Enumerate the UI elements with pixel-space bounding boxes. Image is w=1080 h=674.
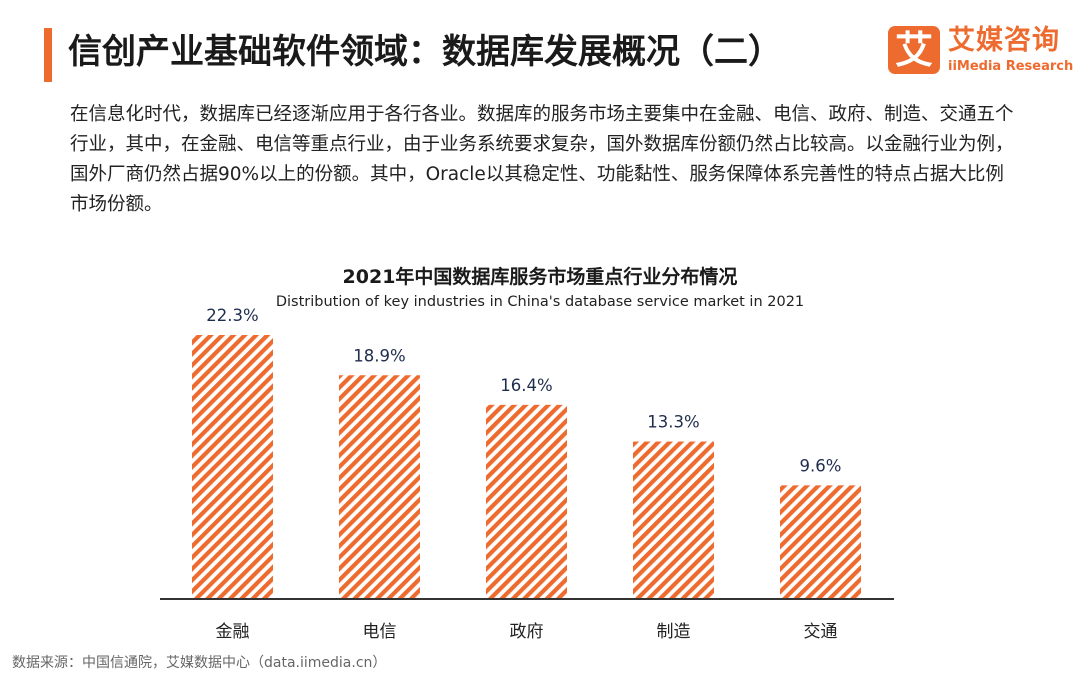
category-label-1: 金融 bbox=[216, 622, 250, 642]
bar-value-label-4: 13.3% bbox=[647, 413, 699, 432]
bar-1 bbox=[192, 335, 273, 599]
intro-text: 在信息化时代，数据库已经逐渐应用于各行各业。数据库的服务市场主要集中在金融、电信… bbox=[70, 104, 1014, 215]
bar-value-label-5: 9.6% bbox=[800, 456, 842, 475]
category-label-4: 制造 bbox=[657, 622, 691, 642]
logo-mark-icon: 艾 bbox=[888, 26, 940, 74]
title-accent-bar bbox=[44, 28, 52, 82]
bar-value-label-1: 22.3% bbox=[206, 306, 258, 325]
logo-name-en: iiMedia Research bbox=[948, 59, 1074, 74]
bar-4 bbox=[633, 441, 714, 599]
page-title: 信创产业基础软件领域：数据库发展概况（二） bbox=[68, 32, 782, 72]
brand-logo: 艾 艾媒咨询 iiMedia Research bbox=[888, 24, 1073, 78]
bar-value-label-3: 16.4% bbox=[500, 376, 552, 395]
category-label-5: 交通 bbox=[804, 622, 838, 642]
bar-3 bbox=[486, 404, 567, 599]
bar-5 bbox=[780, 485, 861, 599]
category-label-2: 电信 bbox=[363, 622, 397, 642]
bar-value-label-2: 18.9% bbox=[353, 346, 405, 365]
data-source: 数据来源：中国信通院，艾媒数据中心（data.iimedia.cn） bbox=[12, 655, 387, 671]
logo-name-cn: 艾媒咨询 bbox=[948, 25, 1060, 56]
chart-title: 2021年中国数据库服务市场重点行业分布情况 bbox=[342, 266, 738, 288]
chart-subtitle: Distribution of key industries in China'… bbox=[275, 294, 805, 310]
intro-paragraph: 在信息化时代，数据库已经逐渐应用于各行各业。数据库的服务市场主要集中在金融、电信… bbox=[70, 100, 1020, 220]
bar-2 bbox=[339, 375, 420, 599]
category-label-3: 政府 bbox=[510, 622, 544, 642]
